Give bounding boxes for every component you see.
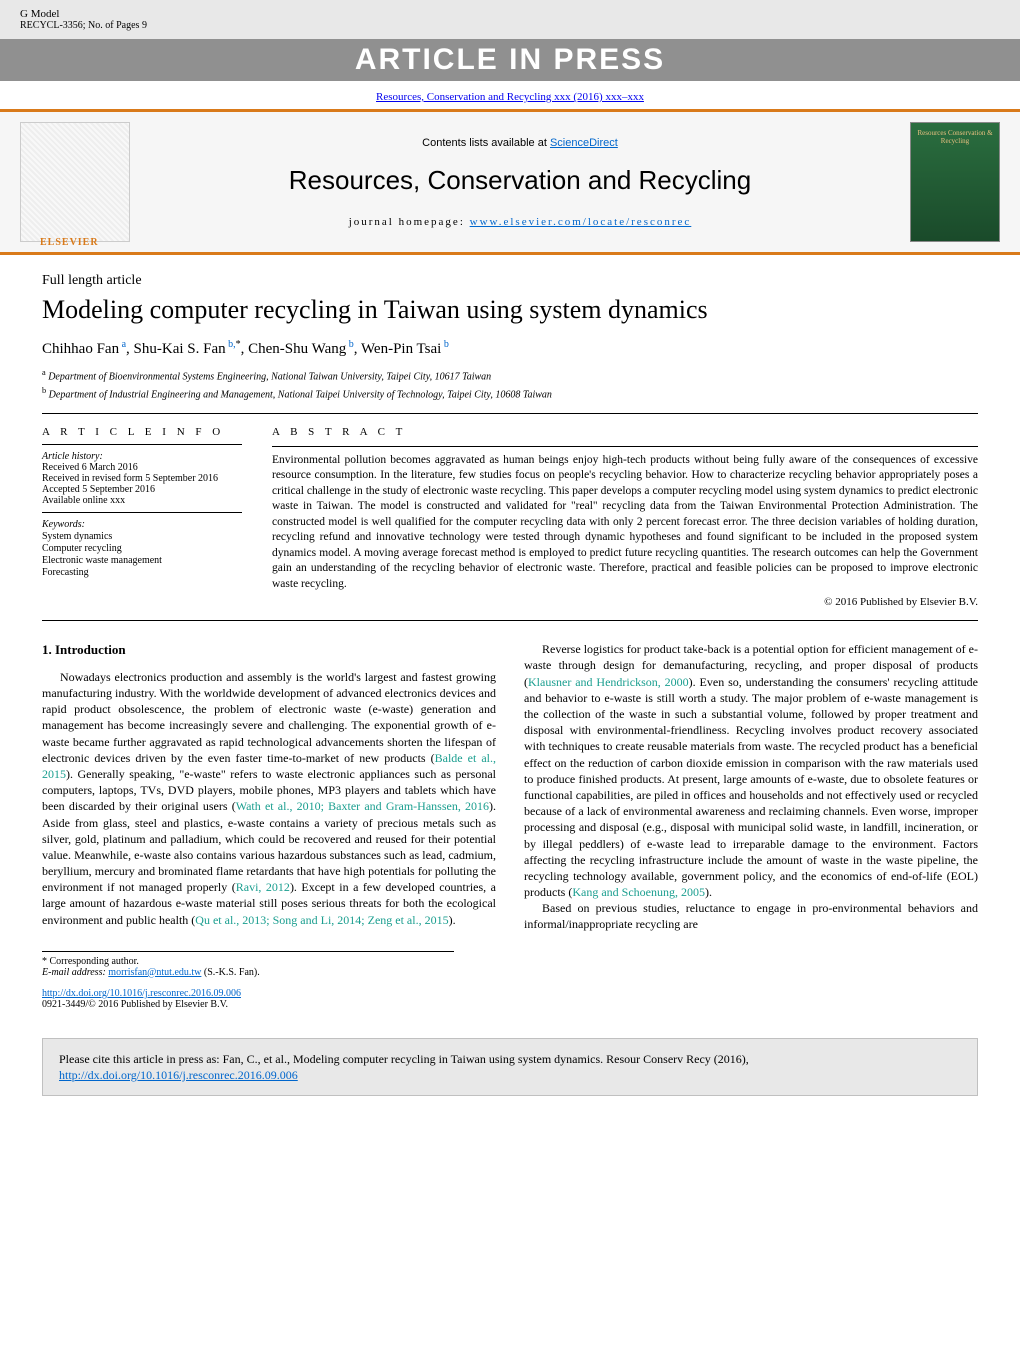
history-0: Received 6 March 2016 (42, 462, 242, 473)
keywords-label: Keywords: (42, 519, 242, 530)
article-title: Modeling computer recycling in Taiwan us… (42, 295, 978, 325)
affiliation-a: a Department of Bioenvironmental Systems… (42, 368, 978, 382)
affiliation-b: b Department of Industrial Engineering a… (42, 386, 978, 400)
info-abstract-row: A R T I C L E I N F O Article history: R… (42, 426, 978, 609)
intro-heading: 1. Introduction (42, 641, 496, 659)
abstract-rule (272, 446, 978, 447)
contents-prefix: Contents lists available at (422, 137, 550, 149)
info-rule-1 (42, 444, 242, 445)
cite-doi-link[interactable]: http://dx.doi.org/10.1016/j.resconrec.20… (59, 1068, 298, 1082)
elsevier-wordmark: ELSEVIER (40, 237, 99, 248)
rule-before-abstract (42, 413, 978, 414)
email-line: E-mail address: morrisfan@ntut.edu.tw (S… (42, 967, 454, 978)
p1-a: Nowadays electronics production and asse… (42, 670, 496, 765)
history-3: Available online xxx (42, 495, 242, 506)
email-suffix: (S.-K.S. Fan). (201, 967, 259, 978)
article-type: Full length article (42, 273, 978, 289)
main-content: Full length article Modeling computer re… (0, 255, 1020, 1020)
corresponding-author: * Corresponding author. (42, 956, 454, 967)
doi-link[interactable]: http://dx.doi.org/10.1016/j.resconrec.20… (42, 988, 241, 999)
article-info-head: A R T I C L E I N F O (42, 426, 242, 438)
kw-3: Forecasting (42, 567, 242, 578)
kw-0: System dynamics (42, 531, 242, 542)
abstract-head: A B S T R A C T (272, 426, 978, 438)
keywords-list: System dynamics Computer recycling Elect… (42, 531, 242, 578)
history-label: Article history: (42, 451, 242, 462)
homepage-line: journal homepage: www.elsevier.com/locat… (150, 216, 890, 228)
elsevier-tree-logo (20, 122, 130, 242)
body-columns: 1. Introduction Nowadays electronics pro… (42, 641, 978, 932)
issn-line: 0921-3449/© 2016 Published by Elsevier B… (42, 999, 978, 1010)
kw-2: Electronic waste management (42, 555, 242, 566)
gmodel-header: G Model RECYCL-3356; No. of Pages 9 (0, 0, 1020, 39)
rule-after-abstract (42, 620, 978, 621)
journal-cover-thumb: Resources Conservation & Recycling (910, 122, 1000, 242)
gmodel-code: RECYCL-3356; No. of Pages 9 (20, 20, 1000, 31)
banner-center: Contents lists available at ScienceDirec… (150, 137, 890, 228)
intro-p2: Reverse logistics for product take-back … (524, 641, 978, 900)
cite-box: Please cite this article in press as: Fa… (42, 1038, 978, 1096)
p1-e: ). (449, 913, 456, 927)
authors: Chihhao Fan a, Shu-Kai S. Fan b,*, Chen-… (42, 339, 978, 358)
abstract-text: Environmental pollution becomes aggravat… (272, 453, 978, 593)
cover-caption: Resources Conservation & Recycling (913, 129, 997, 145)
article-in-press-bar: ARTICLE IN PRESS (0, 39, 1020, 81)
ref-wath-baxter[interactable]: Wath et al., 2010; Baxter and Gram-Hanss… (236, 799, 489, 813)
journal-title: Resources, Conservation and Recycling (150, 165, 890, 196)
ref-ravi[interactable]: Ravi, 2012 (236, 880, 290, 894)
sciencedirect-link[interactable]: ScienceDirect (550, 137, 618, 149)
intro-p1: Nowadays electronics production and asse… (42, 669, 496, 928)
email-label: E-mail address: (42, 967, 108, 978)
aff-sup-b: b (42, 386, 46, 395)
abstract-col: A B S T R A C T Environmental pollution … (272, 426, 978, 609)
homepage-link[interactable]: www.elsevier.com/locate/resconrec (470, 216, 692, 228)
contents-line: Contents lists available at ScienceDirec… (150, 137, 890, 149)
aff-text-a: Department of Bioenvironmental Systems E… (48, 371, 491, 382)
journal-banner: ELSEVIER Contents lists available at Sci… (0, 109, 1020, 255)
aff-text-b: Department of Industrial Engineering and… (49, 390, 552, 401)
cite-text: Please cite this article in press as: Fa… (59, 1052, 749, 1066)
ref-qu-song-zeng[interactable]: Qu et al., 2013; Song and Li, 2014; Zeng… (195, 913, 448, 927)
ref-klausner[interactable]: Klausner and Hendrickson, 2000 (528, 675, 689, 689)
info-rule-2 (42, 512, 242, 513)
journal-ref-link[interactable]: Resources, Conservation and Recycling xx… (376, 91, 644, 103)
p2-b: ). Even so, understanding the consumers'… (524, 675, 978, 899)
footnotes: * Corresponding author. E-mail address: … (42, 951, 454, 978)
aff-sup-a: a (42, 368, 46, 377)
doi-block: http://dx.doi.org/10.1016/j.resconrec.20… (42, 988, 978, 1010)
history-2: Accepted 5 September 2016 (42, 484, 242, 495)
gmodel-label: G Model (20, 8, 1000, 20)
journal-ref-line: Resources, Conservation and Recycling xx… (0, 81, 1020, 109)
article-info-col: A R T I C L E I N F O Article history: R… (42, 426, 242, 609)
intro-p3: Based on previous studies, reluctance to… (524, 900, 978, 932)
email-link[interactable]: morrisfan@ntut.edu.tw (108, 967, 201, 978)
kw-1: Computer recycling (42, 543, 242, 554)
p2-c: ). (705, 885, 712, 899)
homepage-prefix: journal homepage: (349, 216, 470, 228)
ref-kang[interactable]: Kang and Schoenung, 2005 (572, 885, 705, 899)
history-1: Received in revised form 5 September 201… (42, 473, 242, 484)
abstract-copyright: © 2016 Published by Elsevier B.V. (272, 596, 978, 608)
